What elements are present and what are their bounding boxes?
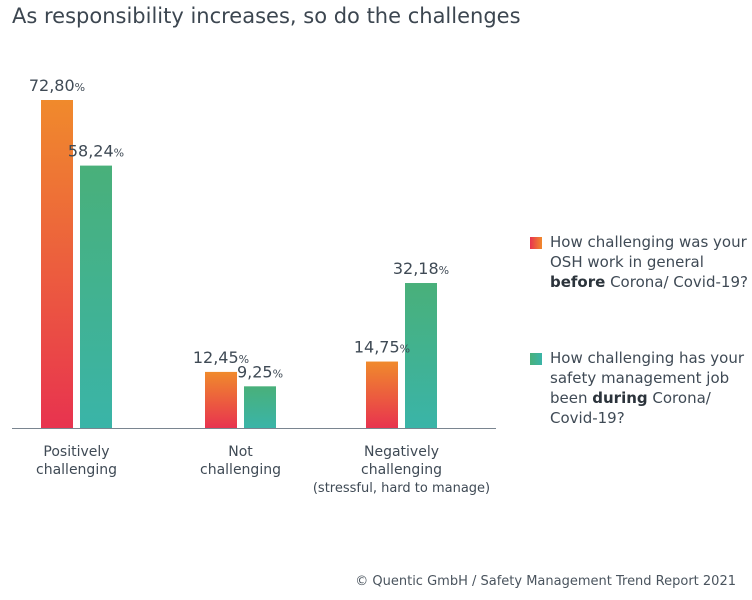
bar-during-0 [80, 165, 112, 428]
category-label-1-line-0: Not [228, 444, 253, 460]
bar-before-1 [205, 371, 237, 428]
legend-label-before: How challenging was your OSH work in gen… [550, 233, 748, 291]
copyright-footer: © Quentic GmbH / Safety Management Trend… [355, 574, 736, 589]
value-label-before-1: 12,45% [193, 348, 249, 367]
category-label-2-line-2: (stressful, hard to manage) [313, 481, 490, 496]
value-label-during-1: 9,25% [237, 362, 283, 381]
bar-during-2 [405, 283, 437, 428]
value-label-before-2: 14,75% [354, 338, 410, 357]
legend-label-during: How challenging has your safety manageme… [550, 349, 745, 427]
chart-title: As responsibility increases, so do the c… [12, 4, 521, 28]
bar-during-1 [244, 386, 276, 428]
legend-swatch-during [530, 353, 542, 365]
value-label-during-0: 58,24% [68, 142, 124, 161]
value-label-during-2: 32,18% [393, 259, 449, 278]
bar-before-2 [366, 361, 398, 428]
value-label-before-0: 72,80% [29, 76, 85, 95]
category-label-2-line-1: challenging [361, 462, 442, 478]
legend-swatch-before [530, 237, 542, 249]
category-label-0-line-1: challenging [36, 462, 117, 478]
category-label-2-line-0: Negatively [364, 444, 439, 460]
category-label-0-line-0: Positively [43, 444, 109, 460]
bar-before-0 [41, 100, 73, 428]
category-label-1-line-1: challenging [200, 462, 281, 478]
